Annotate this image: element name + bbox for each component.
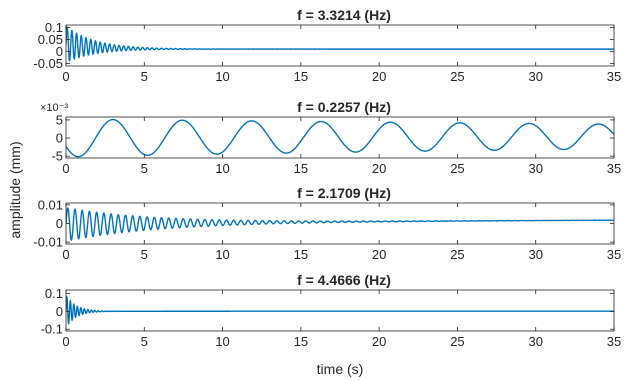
x-tick-label: 0 <box>62 161 69 176</box>
x-tick-label: 5 <box>141 69 148 84</box>
subplot-title: f = 0.2257 (Hz) <box>297 99 391 115</box>
y-tick-label: 0 <box>56 131 63 146</box>
x-tick-label: 20 <box>372 161 386 176</box>
plot-area <box>66 117 614 158</box>
x-tick-label: 30 <box>528 69 542 84</box>
x-tick-label: 5 <box>141 247 148 262</box>
y-tick-label: 0 <box>56 216 63 231</box>
plot-area <box>66 290 614 331</box>
x-tick-label: 20 <box>372 334 386 349</box>
x-tick-label: 30 <box>528 334 542 349</box>
x-tick-label: 10 <box>215 161 229 176</box>
x-tick-label: 20 <box>372 69 386 84</box>
y-tick-label: -0.01 <box>33 235 63 250</box>
y-tick-label: 0.1 <box>45 286 63 301</box>
plot-area <box>66 25 614 66</box>
series-line <box>66 295 614 325</box>
plot-area <box>66 203 614 244</box>
x-tick-label: 35 <box>607 161 621 176</box>
x-tick-label: 0 <box>62 247 69 262</box>
y-exponent-label: ×10⁻³ <box>40 102 68 114</box>
y-tick-label: 0 <box>56 304 63 319</box>
x-tick-label: 5 <box>141 161 148 176</box>
y-tick-label: -0.05 <box>33 56 63 71</box>
x-tick-label: 15 <box>294 247 308 262</box>
axes-box <box>65 24 615 67</box>
y-axis-label: amplitude (mm) <box>7 141 23 238</box>
x-tick-label: 35 <box>607 247 621 262</box>
subplot-title: f = 2.1709 (Hz) <box>297 185 391 201</box>
x-tick-label: 20 <box>372 247 386 262</box>
subplot-4: 0 5 10 15 20 25 30 35-0.100.1f = 4.4666 (Hz) <box>41 272 622 349</box>
y-tick-label: 5 <box>56 112 63 127</box>
x-tick-label: 35 <box>607 69 621 84</box>
axes-box <box>65 116 615 159</box>
x-tick-label: 5 <box>141 334 148 349</box>
y-tick-label: -0.1 <box>41 322 63 337</box>
series-line <box>66 26 614 62</box>
x-axis-label: time (s) <box>317 361 364 377</box>
x-tick-label: 0 <box>62 334 69 349</box>
x-tick-label: 35 <box>607 334 621 349</box>
x-tick-label: 25 <box>450 334 464 349</box>
x-tick-label: 25 <box>450 161 464 176</box>
x-tick-label: 30 <box>528 247 542 262</box>
x-tick-label: 10 <box>215 69 229 84</box>
y-tick-label: 0 <box>56 44 63 59</box>
x-tick-label: 0 <box>62 69 69 84</box>
series-line <box>66 118 614 158</box>
x-tick-label: 15 <box>294 161 308 176</box>
y-tick-label: 0.01 <box>38 197 63 212</box>
x-tick-label: 10 <box>215 334 229 349</box>
axes-box <box>65 289 615 332</box>
x-tick-label: 15 <box>294 334 308 349</box>
y-tick-label: 0.1 <box>45 20 63 35</box>
y-tick-label: -5 <box>51 149 63 164</box>
y-tick-label: 0.05 <box>38 32 63 47</box>
x-tick-label: 25 <box>450 247 464 262</box>
x-tick-label: 10 <box>215 247 229 262</box>
subplot-title: f = 4.4666 (Hz) <box>297 272 391 288</box>
x-tick-label: 25 <box>450 69 464 84</box>
series-line <box>66 207 614 241</box>
subplot-title: f = 3.3214 (Hz) <box>297 7 391 23</box>
x-tick-label: 30 <box>528 161 542 176</box>
x-tick-label: 15 <box>294 69 308 84</box>
